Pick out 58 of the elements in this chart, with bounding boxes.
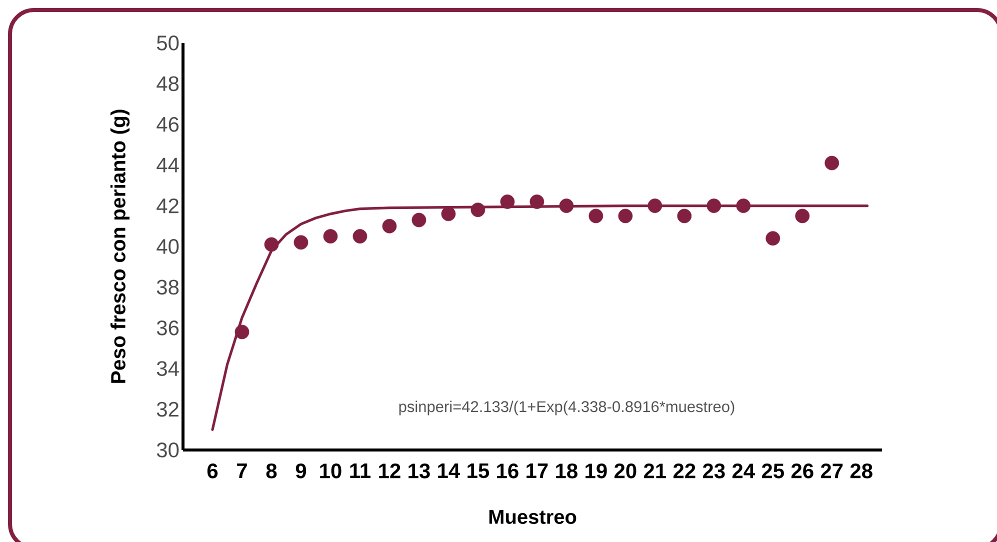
point [648,198,662,213]
x-tick-label: 7 [237,464,247,478]
y-tick-label: 34 [156,361,179,376]
y-tick-label: 40 [156,239,179,254]
y-tick-label: 30 [156,442,179,458]
x-tick-label: 28 [850,464,872,478]
point [736,198,751,213]
point [706,198,722,213]
x-tick-label: 23 [702,464,725,478]
x-tick-label: 12 [379,464,400,478]
point [500,194,515,209]
point [382,218,397,234]
point [264,237,279,252]
point [441,206,456,222]
x-tick-label: 21 [644,464,666,478]
point [824,156,840,170]
y-tick-label: 50 [156,36,179,50]
point [412,212,426,228]
point [323,229,338,244]
x-tick-label: 24 [732,464,755,478]
y-axis-title: Peso fresco con perianto (g) [110,110,130,383]
point [530,194,544,209]
y-tick-label: 32 [156,402,178,417]
point [766,231,780,246]
point [234,324,250,340]
point [470,202,486,218]
x-tick-label: 20 [614,464,636,478]
y-tick-label: 42 [156,198,178,214]
x-tick-label: 9 [296,464,306,478]
y-tick-label: 48 [156,76,179,92]
x-tick-label: 11 [350,464,370,478]
x-tick-label: 16 [497,464,518,478]
x-tick-label: 8 [266,464,277,478]
x-tick-label: 10 [320,464,342,478]
x-tick-label: 13 [408,464,430,478]
x-tick-label: 25 [762,464,784,478]
annotation: psinperi=42.133/(1+Exp(4.338-0.8916*muestreo) [399,400,734,416]
point [559,198,574,213]
point [677,208,692,224]
y-tick-label: 46 [156,116,179,132]
y-tick-label: 38 [156,280,179,295]
point [352,229,368,244]
x-tick-label: 6 [207,464,218,478]
x-tick-label: 26 [791,464,814,478]
x-tick-label: 19 [586,464,607,478]
x-tick-label: 14 [438,464,460,478]
point [795,208,810,224]
point [618,208,633,224]
point [294,235,308,250]
y-tick-label: 44 [156,158,179,172]
x-tick-label: 17 [526,464,548,478]
x-tick-label: 18 [556,464,578,478]
x-tick-label: 15 [468,464,490,478]
x-axis-title: Muestreo [489,510,576,524]
point [588,208,604,224]
x-tick-label: 27 [820,464,843,478]
y-tick-label: 36 [156,320,179,336]
x-tick-label: 22 [673,464,696,478]
